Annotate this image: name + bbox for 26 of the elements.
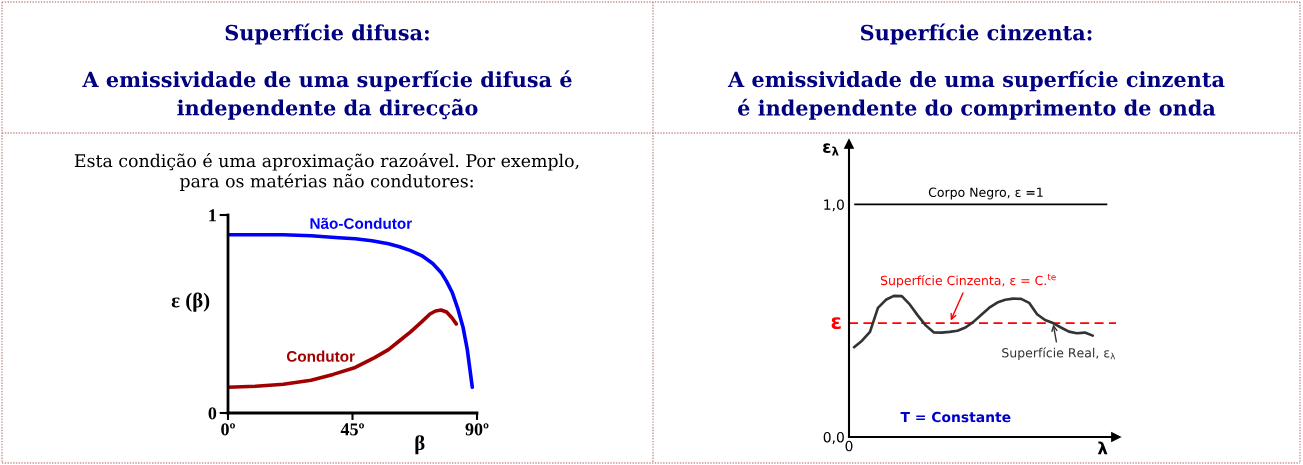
text: 0	[845, 440, 853, 452]
line-series	[228, 232, 475, 390]
y-axis-title: ε$_{λ}$	[823, 143, 839, 156]
chart-subtitle: A emissividade de uma superfície difusa é independente da direcção	[82, 70, 572, 120]
annotation: T = Constante	[900, 411, 1011, 423]
y-tick-label: 1,0	[824, 199, 844, 212]
line-series	[228, 308, 459, 390]
text: Esta condição é uma aproximação razoável. Por exemplo, para os matérias não condutores:	[74, 153, 579, 191]
chart-title: Superfície difusa:	[225, 23, 429, 45]
line-series	[852, 294, 1095, 349]
x-tick-label: 45º	[340, 423, 364, 436]
x-tick-label: 0º	[221, 423, 235, 436]
legend-label: Superfície Real, ε$_{λ}$	[1002, 347, 1116, 360]
ref-line-label: Corpo Negro, ε =1	[928, 187, 1043, 200]
series-label: Condutor	[286, 350, 355, 362]
x-tick-label: 90º	[465, 423, 489, 436]
x-axis-title: β	[415, 435, 425, 455]
series-label: Não-Condutor	[310, 217, 412, 229]
y-axis-title: ε (β)	[171, 292, 210, 312]
chart-title: Superfície cinzenta:	[860, 23, 1092, 45]
annotation: Superfície Cinzenta, ε = C.$^{te}$	[880, 274, 1056, 288]
x-axis-title: λ	[1097, 441, 1108, 455]
y-tick-label: 1	[209, 209, 216, 222]
chart-subtitle: A emissividade de uma superfície cinzenta é independente do comprimento de onda	[727, 70, 1225, 120]
y-tick-label: 0,0	[823, 431, 844, 444]
ref-line-label: ε	[831, 317, 841, 330]
